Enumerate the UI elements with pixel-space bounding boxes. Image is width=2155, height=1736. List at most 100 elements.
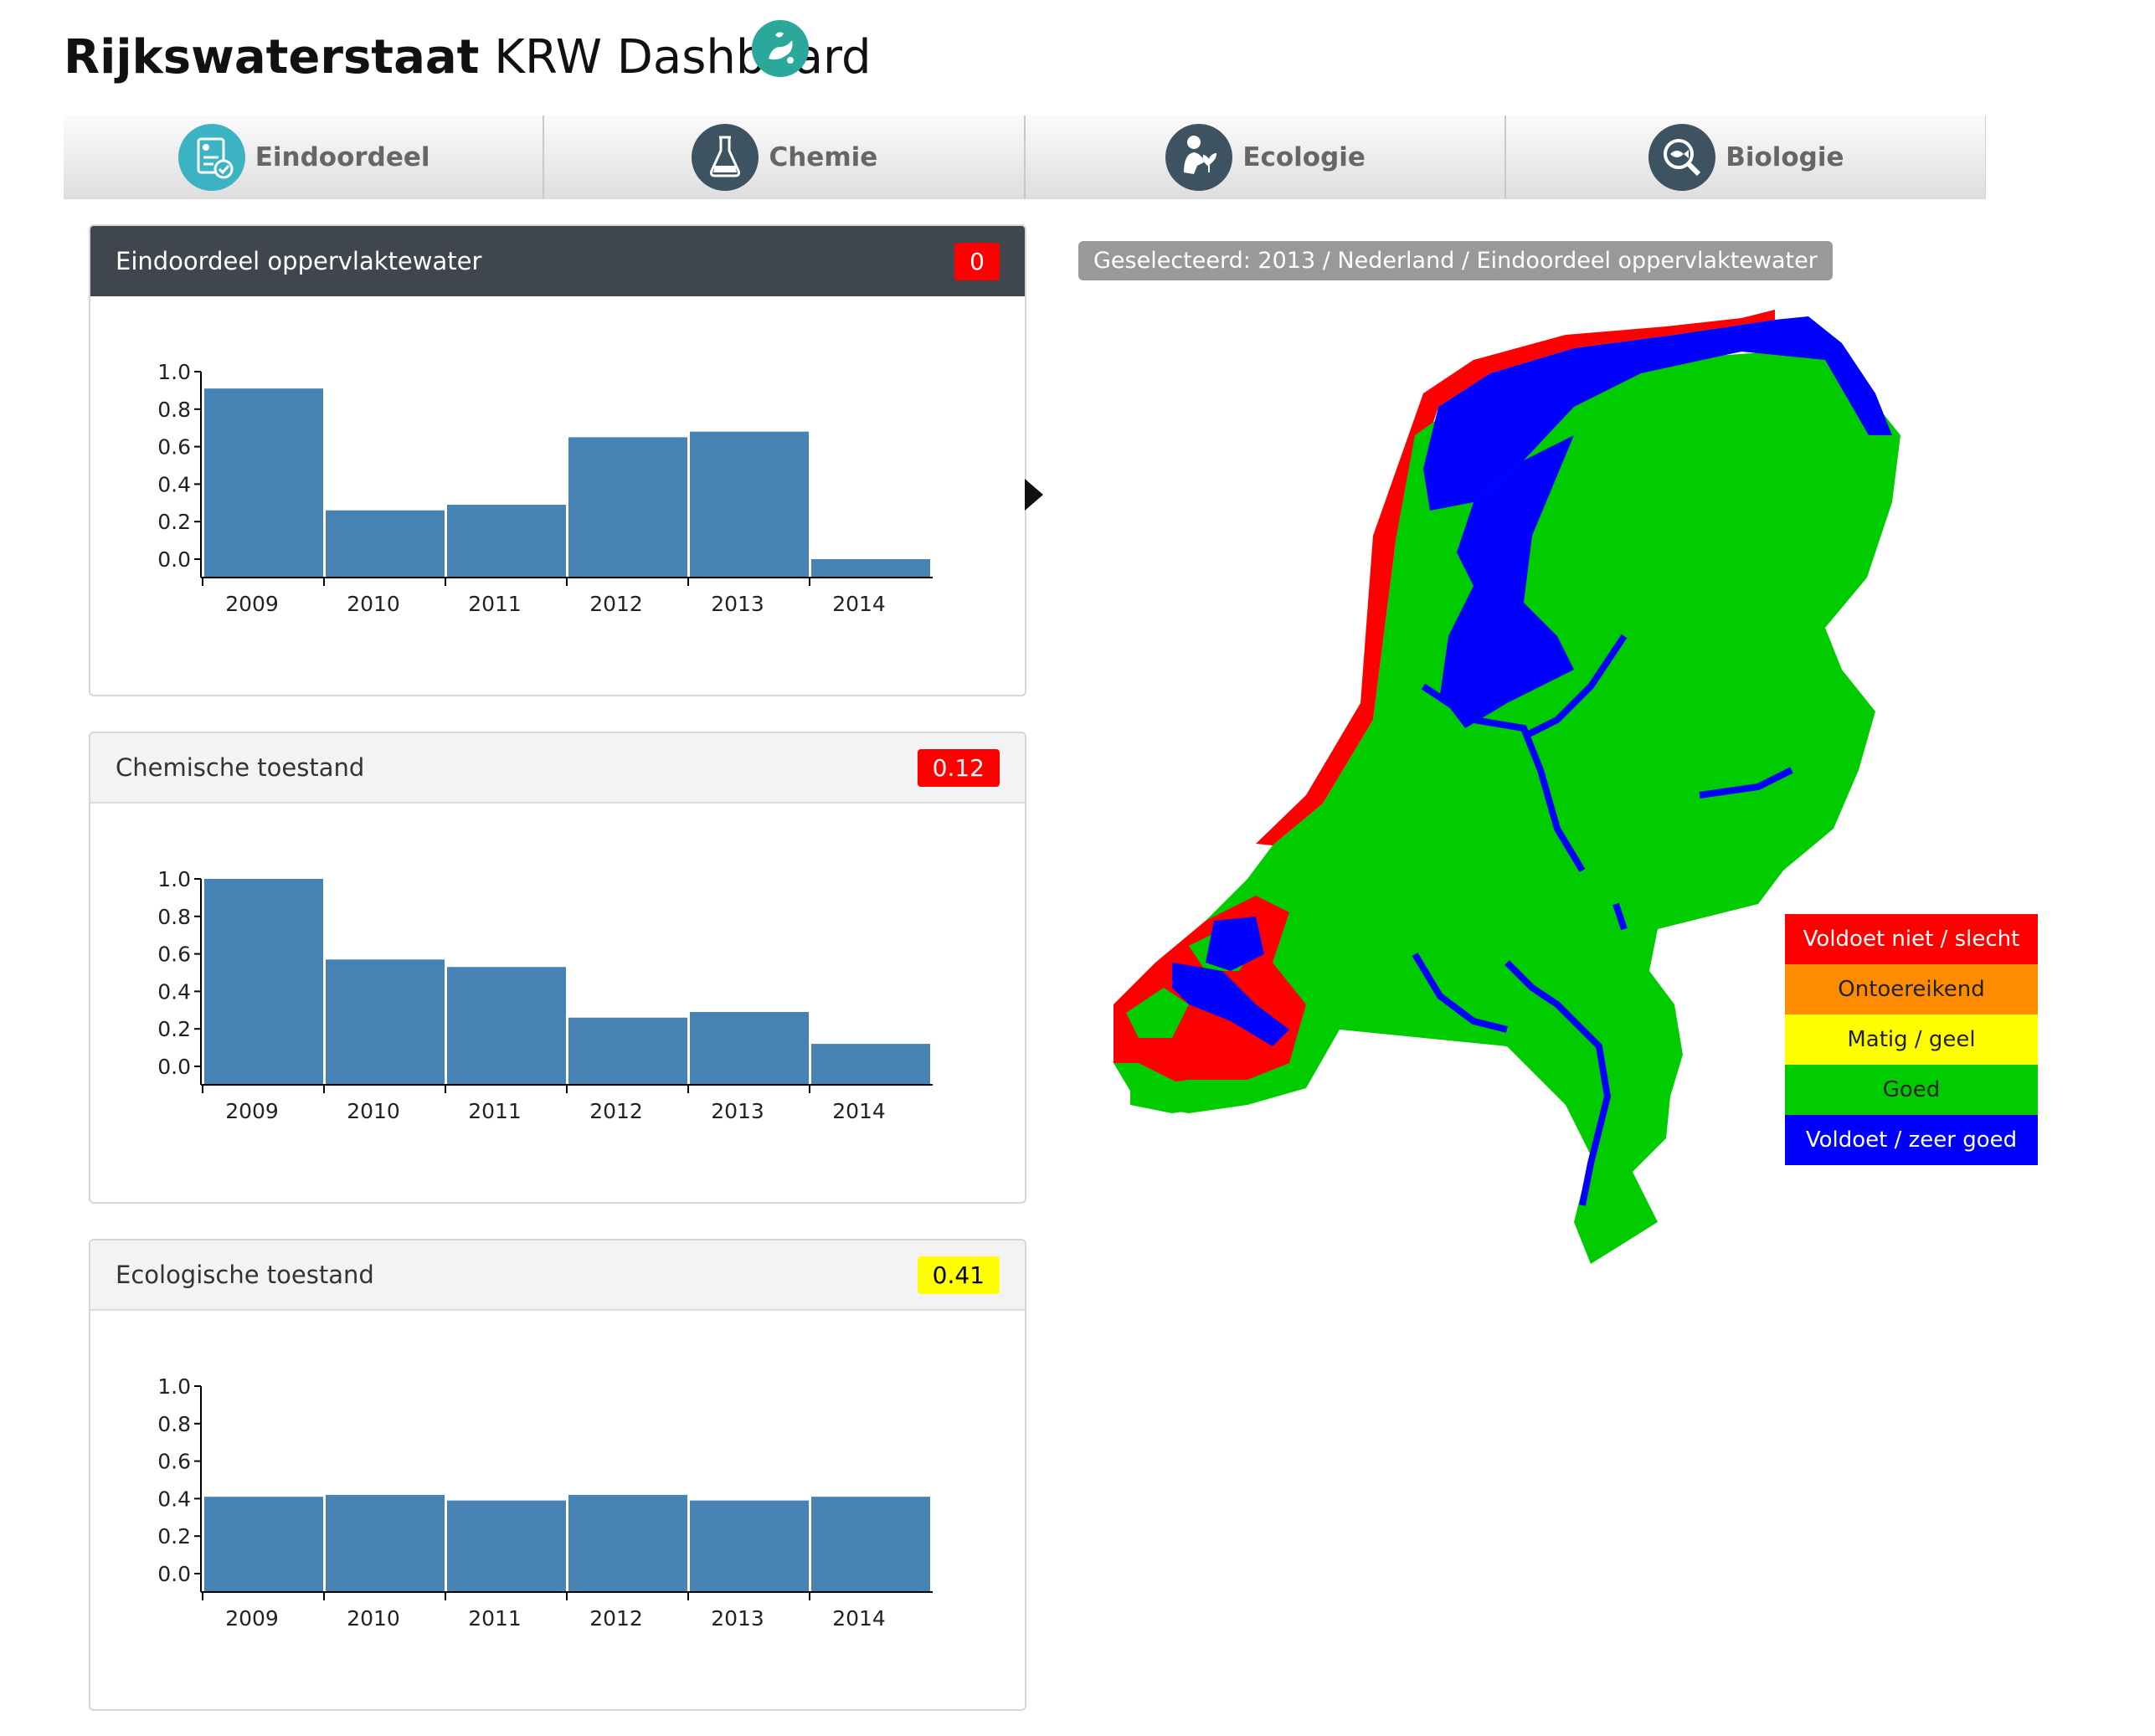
x-tick-label: 2009 bbox=[225, 592, 279, 616]
tab-chemie[interactable]: Chemie bbox=[544, 116, 1026, 199]
tab-ecologie[interactable]: Ecologie bbox=[1025, 116, 1506, 199]
x-tick-label: 2012 bbox=[589, 1099, 643, 1123]
y-tick-label: 0.6 bbox=[157, 942, 191, 967]
bar-2011[interactable] bbox=[447, 505, 566, 578]
x-tick-label: 2013 bbox=[711, 1606, 764, 1631]
map-river-ijssel[interactable] bbox=[1522, 634, 1628, 740]
bar-2014[interactable] bbox=[811, 1044, 930, 1085]
x-tick-label: 2011 bbox=[468, 1606, 522, 1631]
x-tick-label: 2010 bbox=[347, 592, 400, 616]
main-nav: Eindoordeel Chemie Ecologie Biologie bbox=[64, 116, 1986, 199]
y-tick-label: 0.4 bbox=[157, 472, 191, 496]
page-title: Rijkswaterstaat KRW Dashboard bbox=[64, 22, 872, 94]
bar-2012[interactable] bbox=[568, 437, 687, 578]
legend-label: Matig / geel bbox=[1847, 1027, 1976, 1052]
x-tick-label: 2012 bbox=[589, 1606, 643, 1631]
map-river-oost[interactable] bbox=[1612, 902, 1628, 931]
title-rest: KRW Dashboard bbox=[479, 30, 872, 85]
map-region-mainland[interactable] bbox=[1114, 352, 1900, 1264]
legend-label: Goed bbox=[1882, 1077, 1941, 1102]
score-badge: 0 bbox=[954, 242, 1000, 280]
map-river-maas[interactable] bbox=[1504, 960, 1612, 1206]
person-plant-icon bbox=[1165, 124, 1233, 191]
title-brand: Rijkswaterstaat bbox=[64, 30, 480, 85]
x-tick-label: 2013 bbox=[711, 592, 764, 616]
x-tick-label: 2011 bbox=[468, 592, 522, 616]
panel-title: Eindoordeel oppervlaktewater bbox=[116, 247, 482, 275]
y-tick-label: 1.0 bbox=[157, 360, 191, 384]
netherlands-map[interactable] bbox=[1088, 310, 1909, 1272]
panel-header: Ecologische toestand 0.41 bbox=[90, 1240, 1025, 1311]
x-tick-label: 2009 bbox=[225, 1606, 279, 1631]
bar-2010[interactable] bbox=[326, 959, 445, 1085]
bar-2013[interactable] bbox=[690, 431, 809, 578]
y-tick-label: 0.2 bbox=[157, 1524, 191, 1549]
tab-eindoordeel[interactable]: Eindoordeel bbox=[64, 116, 545, 199]
x-tick-label: 2010 bbox=[347, 1606, 400, 1631]
y-tick-label: 0.4 bbox=[157, 979, 191, 1004]
water-droplet-logo-icon bbox=[752, 20, 809, 77]
map-region-waddenzee[interactable] bbox=[1423, 316, 1892, 511]
bar-2013[interactable] bbox=[690, 1500, 809, 1592]
legend-item: Matig / geel bbox=[1785, 1014, 2038, 1065]
panel-title: Chemische toestand bbox=[116, 753, 365, 782]
map-river-twentekanaal[interactable] bbox=[1699, 767, 1793, 799]
bar-2011[interactable] bbox=[447, 1500, 566, 1592]
panel-ecologische-toestand: Ecologische toestand 0.41 0.0 0.2 0.4 0.6 0.… bbox=[89, 1239, 1026, 1711]
map-river-amsterdam-rijnkanaal[interactable] bbox=[1421, 683, 1586, 873]
y-tick-label: 0.6 bbox=[157, 435, 191, 460]
x-tick-label: 2010 bbox=[347, 1099, 400, 1123]
y-tick-label: 0.4 bbox=[157, 1487, 191, 1511]
tab-label: Ecologie bbox=[1242, 142, 1366, 172]
panel-header: Chemische toestand 0.12 bbox=[90, 733, 1025, 804]
x-tick-label: 2014 bbox=[832, 1606, 886, 1631]
bar-2012[interactable] bbox=[568, 1494, 687, 1592]
bar-2014[interactable] bbox=[811, 1497, 930, 1592]
tab-label: Chemie bbox=[769, 142, 878, 172]
selection-label: Geselecteerd: 2013 / Nederland / Eindoor… bbox=[1078, 241, 1833, 280]
x-tick-label: 2013 bbox=[711, 1099, 764, 1123]
bar-2010[interactable] bbox=[326, 1494, 445, 1592]
legend-item: Goed bbox=[1785, 1065, 2038, 1115]
y-tick-label: 0.8 bbox=[157, 905, 191, 929]
bar-2009[interactable] bbox=[204, 1497, 323, 1592]
bar-chart-ecologische-toestand: 0.0 0.2 0.4 0.6 0.8 1.0 2009 2010 2011 2012 2013 20… bbox=[157, 1374, 933, 1631]
bar-chart-eindoordeel: 0.0 0.2 0.4 0.6 0.8 1.0 2009 2010 2011 2012 2013 20… bbox=[157, 360, 933, 616]
legend-item: Voldoet niet / slecht bbox=[1785, 914, 2038, 964]
bar-2009[interactable] bbox=[204, 879, 323, 1085]
bar-2009[interactable] bbox=[204, 388, 323, 578]
legend-label: Voldoet niet / slecht bbox=[1803, 927, 2020, 952]
legend-item: Ontoereikend bbox=[1785, 964, 2038, 1014]
bar-2010[interactable] bbox=[326, 510, 445, 578]
bar-2011[interactable] bbox=[447, 967, 566, 1085]
y-tick-label: 0.8 bbox=[157, 398, 191, 422]
y-tick-label: 0.0 bbox=[157, 547, 191, 572]
legend-label: Voldoet / zeer goed bbox=[1805, 1127, 2018, 1153]
y-tick-label: 0.2 bbox=[157, 510, 191, 534]
x-tick-label: 2014 bbox=[832, 1099, 886, 1123]
map-region-ijsselmeer[interactable] bbox=[1440, 435, 1574, 728]
collapse-arrow-icon[interactable] bbox=[1025, 479, 1043, 511]
bar-2012[interactable] bbox=[568, 1017, 687, 1085]
x-tick-label: 2011 bbox=[468, 1099, 522, 1123]
y-tick-label: 0.0 bbox=[157, 1562, 191, 1586]
map-legend: Voldoet niet / slecht Ontoereikend Matig… bbox=[1785, 914, 2038, 1165]
panel-title: Ecologische toestand bbox=[116, 1261, 374, 1289]
score-badge: 0.12 bbox=[917, 748, 1000, 787]
panel-chemische-toestand: Chemische toestand 0.12 0.0 0.2 0.4 0.6 0.8 1… bbox=[89, 732, 1026, 1204]
bar-2014[interactable] bbox=[811, 559, 930, 578]
panel-header: Eindoordeel oppervlaktewater 0 bbox=[90, 226, 1025, 296]
bar-chart-chemische-toestand: 0.0 0.2 0.4 0.6 0.8 1.0 2009 2010 2011 2012 2013 20… bbox=[157, 867, 933, 1123]
map-region-zeeland-blue[interactable] bbox=[1172, 917, 1289, 1046]
x-tick-label: 2009 bbox=[225, 1099, 279, 1123]
bar-2013[interactable] bbox=[690, 1012, 809, 1085]
y-tick-label: 1.0 bbox=[157, 1374, 191, 1399]
tab-biologie[interactable]: Biologie bbox=[1505, 116, 1986, 199]
y-tick-label: 0.2 bbox=[157, 1017, 191, 1041]
clipboard-check-icon bbox=[177, 124, 245, 191]
magnifier-fish-icon bbox=[1648, 124, 1716, 191]
map-river-waal[interactable] bbox=[1412, 952, 1508, 1033]
flask-icon bbox=[692, 124, 759, 191]
y-tick-label: 1.0 bbox=[157, 867, 191, 891]
tab-label: Biologie bbox=[1726, 142, 1844, 172]
